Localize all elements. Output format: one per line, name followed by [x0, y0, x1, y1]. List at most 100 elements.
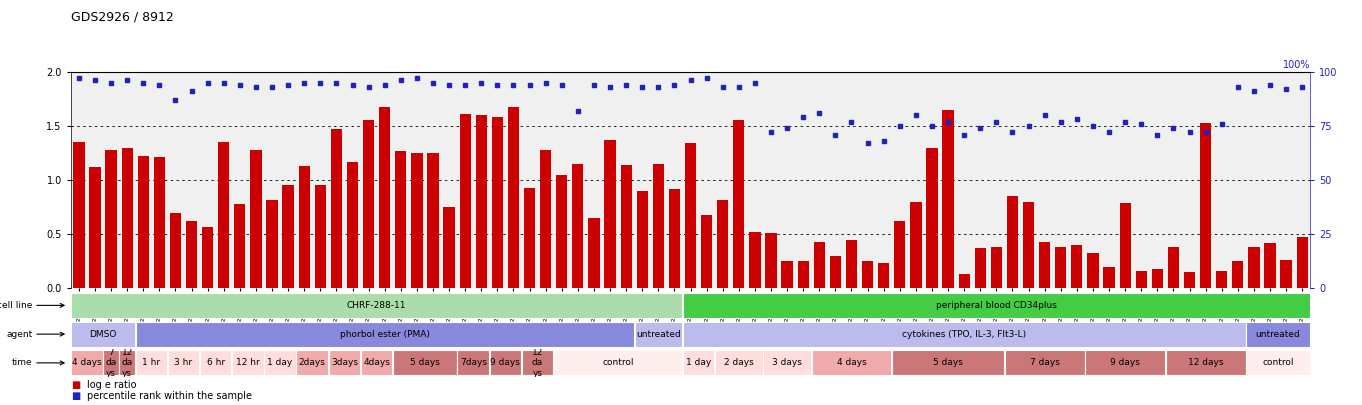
Bar — [749, 232, 760, 288]
Bar — [234, 204, 245, 288]
Text: DMSO: DMSO — [90, 330, 117, 339]
Bar — [652, 164, 665, 288]
Bar — [361, 350, 392, 375]
Bar — [715, 350, 763, 375]
Text: CHRF-288-11: CHRF-288-11 — [347, 301, 406, 310]
Bar — [218, 142, 229, 288]
Bar — [682, 322, 1245, 347]
Bar — [1087, 253, 1099, 288]
Bar — [104, 350, 118, 375]
Bar — [1103, 266, 1114, 288]
Text: ■: ■ — [71, 380, 80, 390]
Text: untreated: untreated — [636, 330, 681, 339]
Bar — [331, 129, 342, 288]
Text: 1 day: 1 day — [686, 358, 711, 367]
Bar — [1071, 245, 1083, 288]
Bar — [878, 263, 889, 288]
Bar — [522, 350, 553, 375]
Bar — [1056, 247, 1066, 288]
Text: 1 hr: 1 hr — [142, 358, 161, 367]
Bar — [1246, 350, 1310, 375]
Text: 12 hr: 12 hr — [236, 358, 260, 367]
Text: phorbol ester (PMA): phorbol ester (PMA) — [339, 330, 429, 339]
Bar — [846, 240, 857, 288]
Bar — [282, 185, 294, 288]
Bar — [1167, 247, 1179, 288]
Bar — [297, 350, 328, 375]
Bar — [105, 150, 117, 288]
Text: 3 hr: 3 hr — [174, 358, 192, 367]
Text: 4 days: 4 days — [836, 358, 866, 367]
Bar — [121, 147, 132, 288]
Bar — [71, 322, 135, 347]
Text: 7
da
ys: 7 da ys — [105, 348, 117, 378]
Text: cytokines (TPO, IL-3, Flt3-L): cytokines (TPO, IL-3, Flt3-L) — [902, 330, 1026, 339]
Bar — [1023, 202, 1034, 288]
Text: 1 day: 1 day — [267, 358, 293, 367]
Bar — [862, 261, 873, 288]
Bar — [1166, 350, 1245, 375]
Bar — [362, 120, 375, 288]
Bar — [136, 322, 633, 347]
Bar — [1280, 260, 1291, 288]
Bar — [524, 188, 535, 288]
Bar — [315, 185, 326, 288]
Bar — [492, 117, 503, 288]
Bar — [1246, 322, 1310, 347]
Bar — [328, 350, 360, 375]
Text: control: control — [1263, 358, 1294, 367]
Bar — [1200, 123, 1211, 288]
Bar — [975, 248, 986, 288]
Bar — [74, 142, 84, 288]
Bar — [411, 153, 422, 288]
Text: cell line: cell line — [0, 301, 33, 310]
Text: 5 days: 5 days — [933, 358, 963, 367]
Text: 12
da
ys: 12 da ys — [533, 348, 543, 378]
Bar — [1264, 243, 1276, 288]
Bar — [200, 350, 232, 375]
Bar — [621, 165, 632, 288]
Text: peripheral blood CD34plus: peripheral blood CD34plus — [936, 301, 1057, 310]
Bar — [347, 162, 358, 288]
Bar — [701, 215, 712, 288]
Bar — [685, 143, 696, 288]
Bar — [395, 151, 406, 288]
Text: 6 hr: 6 hr — [207, 358, 225, 367]
Bar — [459, 114, 471, 288]
Bar — [556, 175, 568, 288]
Text: 3days: 3days — [331, 358, 358, 367]
Bar — [264, 350, 296, 375]
Bar — [298, 166, 309, 288]
Bar — [813, 242, 825, 288]
Bar — [168, 350, 199, 375]
Bar — [185, 221, 197, 288]
Bar — [539, 150, 552, 288]
Bar — [1007, 196, 1017, 288]
Text: time: time — [12, 358, 33, 367]
Text: 12 days: 12 days — [1188, 358, 1223, 367]
Bar — [893, 221, 906, 288]
Bar — [669, 189, 680, 288]
Bar — [829, 256, 840, 288]
Bar — [136, 350, 168, 375]
Bar — [910, 202, 922, 288]
Bar — [202, 227, 214, 288]
Bar — [1297, 237, 1308, 288]
Text: GDS2926 / 8912: GDS2926 / 8912 — [71, 10, 173, 23]
Bar — [71, 350, 102, 375]
Bar — [892, 350, 1004, 375]
Bar — [782, 261, 793, 288]
Bar — [1120, 203, 1130, 288]
Text: 7 days: 7 days — [1030, 358, 1060, 367]
Bar — [1005, 350, 1084, 375]
Bar — [90, 167, 101, 288]
Bar — [1233, 261, 1244, 288]
Text: 2days: 2days — [298, 358, 326, 367]
Bar — [267, 200, 278, 288]
Bar — [554, 350, 682, 375]
Bar — [170, 213, 181, 288]
Bar — [458, 350, 489, 375]
Text: untreated: untreated — [1256, 330, 1301, 339]
Bar — [154, 157, 165, 288]
Text: 9 days: 9 days — [490, 358, 520, 367]
